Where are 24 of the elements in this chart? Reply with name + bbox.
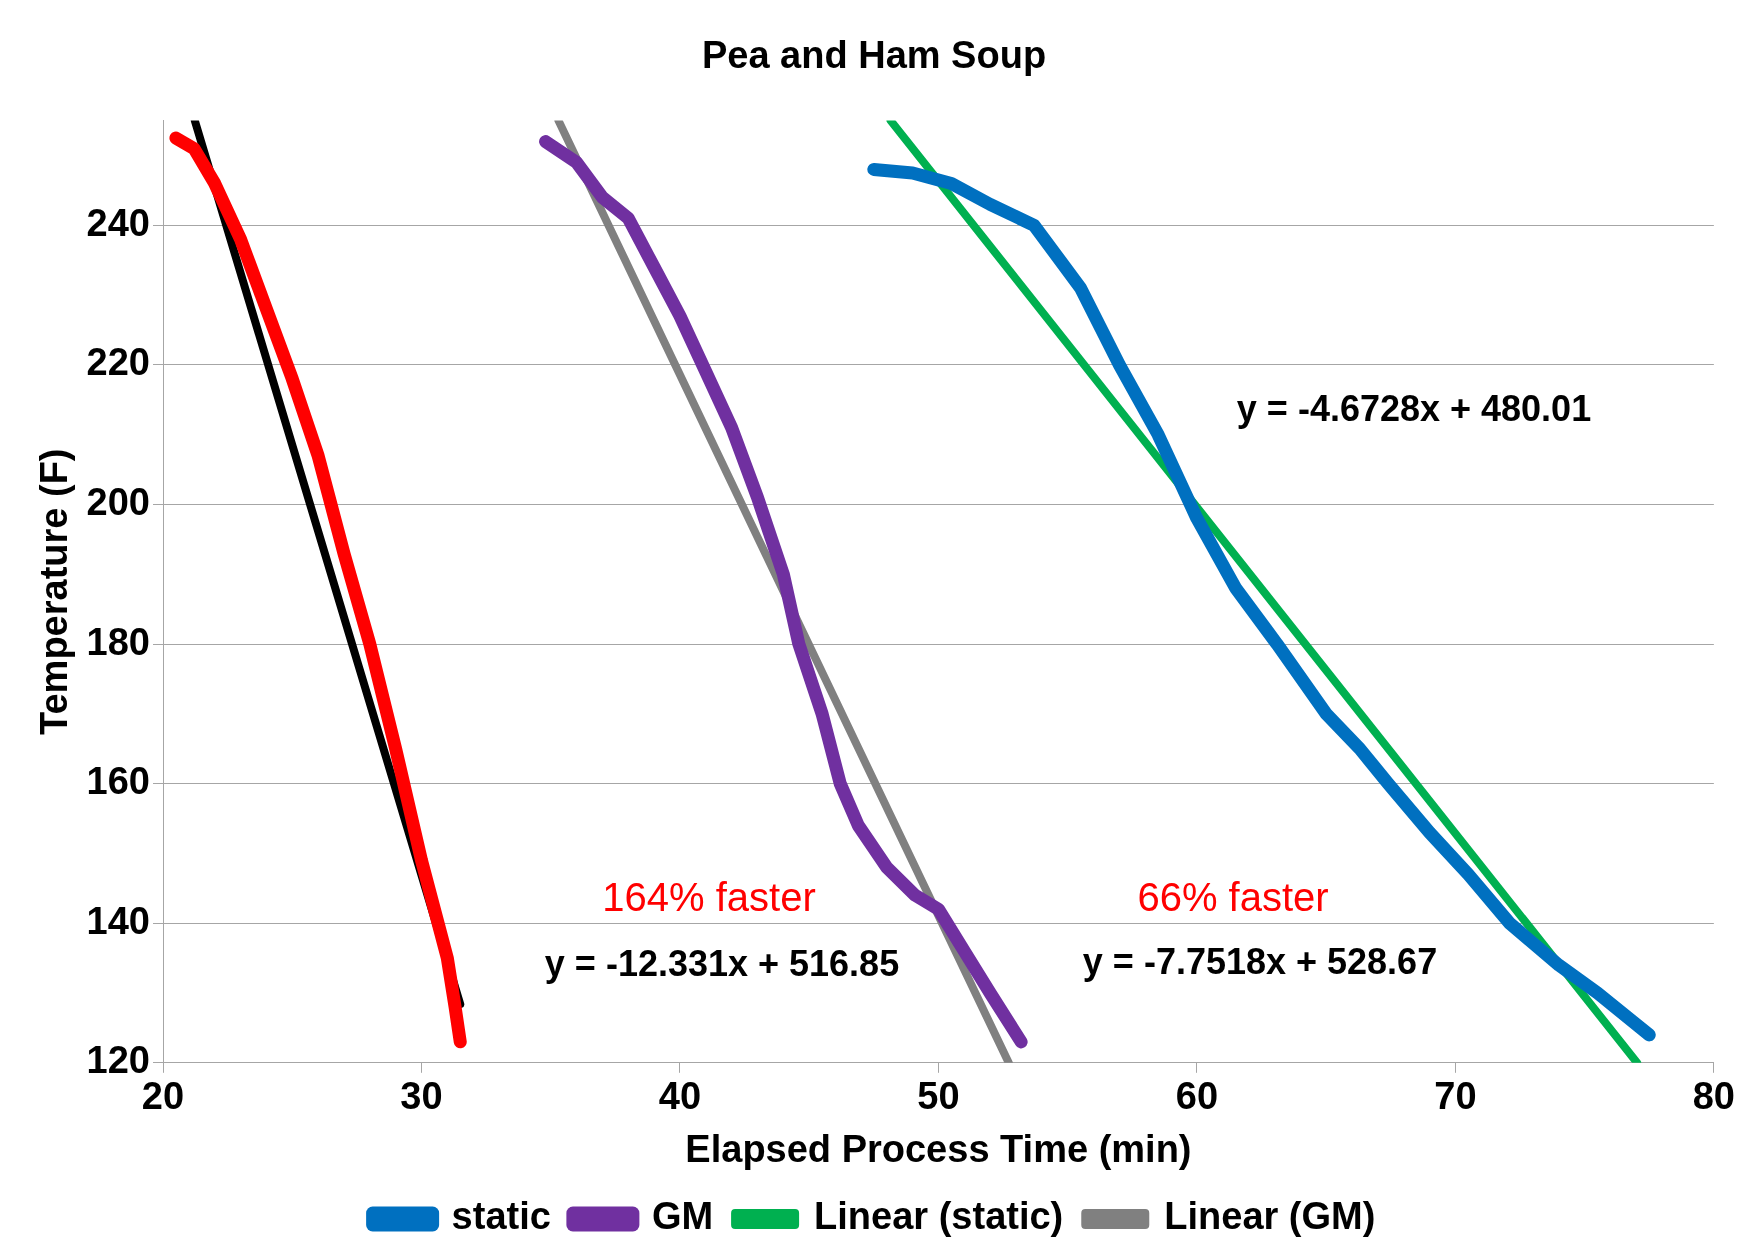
annotation: y = -4.6728x + 480.01: [1236, 387, 1592, 429]
annotation: 66% faster: [1137, 875, 1329, 920]
x-tick-label: 80: [1692, 1075, 1736, 1118]
y-tick-label: 200: [86, 480, 150, 523]
legend-label: Linear (static): [814, 1195, 1064, 1238]
x-tick-label: 70: [1434, 1075, 1477, 1118]
x-tick-label: 50: [917, 1075, 960, 1118]
y-tick-label: 140: [86, 899, 150, 942]
y-tick-label: 220: [86, 341, 150, 384]
legend-label: static: [451, 1195, 551, 1238]
annotation: 164% faster: [602, 875, 816, 920]
x-tick-label: 30: [400, 1075, 443, 1118]
y-axis-title: Temperature (F): [33, 448, 76, 735]
y-tick-label: 240: [86, 201, 150, 244]
chart-title: Pea and Ham Soup: [701, 34, 1047, 77]
x-axis-title: Elapsed Process Time (min): [685, 1127, 1192, 1170]
x-tick-label: 40: [658, 1075, 702, 1118]
annotation: y = -12.331x + 516.85: [544, 942, 900, 984]
x-tick-label: 60: [1175, 1075, 1219, 1118]
y-tick-label: 160: [86, 760, 150, 803]
legend-label: GM: [651, 1195, 714, 1238]
legend-label: Linear (GM): [1164, 1195, 1376, 1238]
annotation: y = -7.7518x + 528.67: [1082, 940, 1438, 982]
y-tick-label: 180: [86, 620, 150, 663]
